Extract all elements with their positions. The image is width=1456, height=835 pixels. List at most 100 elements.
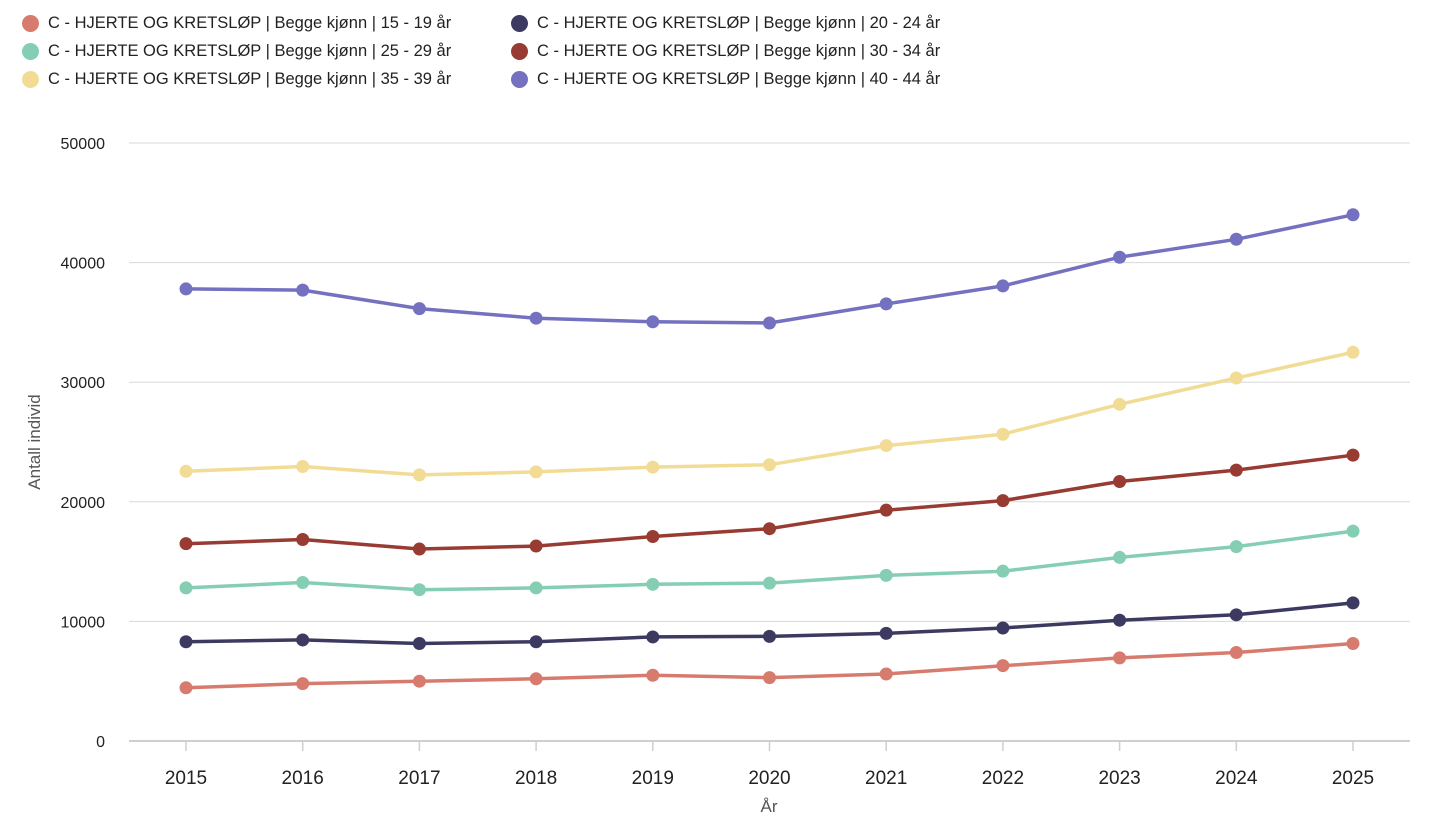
data-point[interactable] bbox=[996, 564, 1010, 578]
x-tick-label: 2016 bbox=[282, 768, 324, 789]
data-point[interactable] bbox=[412, 542, 426, 556]
data-point[interactable] bbox=[996, 494, 1010, 508]
data-point[interactable] bbox=[646, 577, 660, 591]
series-line bbox=[185, 213, 1354, 325]
data-point[interactable] bbox=[763, 576, 776, 590]
data-point[interactable] bbox=[296, 532, 310, 546]
legend-item[interactable]: C - HJERTE OG KRETSLØP | Begge kjønn | 2… bbox=[511, 14, 940, 33]
data-point[interactable] bbox=[1346, 637, 1360, 651]
legend-marker bbox=[511, 15, 528, 32]
data-point[interactable] bbox=[1113, 613, 1127, 627]
series-line bbox=[185, 350, 1354, 477]
x-tick-label: 2021 bbox=[865, 768, 907, 789]
y-tick-label: 50000 bbox=[61, 136, 106, 153]
legend-item[interactable]: C - HJERTE OG KRETSLØP | Begge kjønn | 3… bbox=[22, 70, 451, 89]
data-point[interactable] bbox=[879, 568, 893, 582]
data-point[interactable] bbox=[879, 667, 893, 681]
x-tick-label: 2017 bbox=[398, 768, 440, 789]
data-point[interactable] bbox=[412, 468, 426, 482]
x-tick-label: 2015 bbox=[165, 768, 207, 789]
data-point[interactable] bbox=[996, 279, 1010, 293]
data-point[interactable] bbox=[1346, 524, 1360, 538]
data-point[interactable] bbox=[646, 668, 660, 682]
data-point[interactable] bbox=[296, 677, 310, 691]
data-point[interactable] bbox=[1229, 540, 1243, 554]
data-point[interactable] bbox=[763, 458, 776, 472]
data-point[interactable] bbox=[412, 302, 426, 316]
gridlines bbox=[129, 142, 1410, 742]
data-point[interactable] bbox=[179, 464, 193, 478]
data-point[interactable] bbox=[529, 635, 543, 649]
series-lines bbox=[185, 213, 1354, 690]
x-axis-label: År bbox=[761, 797, 778, 816]
data-point[interactable] bbox=[879, 297, 893, 311]
data-point[interactable] bbox=[1346, 448, 1360, 462]
data-point[interactable] bbox=[179, 282, 193, 296]
data-point[interactable] bbox=[646, 460, 660, 474]
data-point[interactable] bbox=[1346, 596, 1360, 610]
legend-item[interactable]: C - HJERTE OG KRETSLØP | Begge kjønn | 2… bbox=[22, 42, 451, 61]
data-point[interactable] bbox=[529, 581, 543, 595]
data-point[interactable] bbox=[296, 283, 310, 297]
data-point[interactable] bbox=[1229, 645, 1243, 659]
y-tick-label: 10000 bbox=[61, 614, 106, 631]
legend-label: C - HJERTE OG KRETSLØP | Begge kjønn | 2… bbox=[537, 14, 941, 32]
x-axis-ticks: 2015 2016 2017 2018 2019 2020 2021 2022 2023 2024… bbox=[165, 741, 1374, 789]
x-tick-label: 2024 bbox=[1215, 768, 1258, 789]
data-point[interactable] bbox=[646, 630, 660, 644]
data-point[interactable] bbox=[1229, 371, 1243, 385]
legend-item[interactable]: C - HJERTE OG KRETSLØP | Begge kjønn | 3… bbox=[511, 42, 940, 61]
data-point[interactable] bbox=[179, 537, 193, 551]
data-point[interactable] bbox=[1229, 463, 1243, 477]
data-point[interactable] bbox=[529, 672, 543, 686]
data-point[interactable] bbox=[996, 659, 1010, 673]
legend-marker bbox=[511, 71, 528, 88]
data-point[interactable] bbox=[1113, 250, 1127, 264]
legend-marker bbox=[22, 71, 39, 88]
data-point[interactable] bbox=[529, 311, 543, 325]
legend-marker bbox=[22, 43, 39, 60]
data-point[interactable] bbox=[879, 626, 893, 640]
legend-label: C - HJERTE OG KRETSLØP | Begge kjønn | 1… bbox=[48, 14, 452, 32]
data-point[interactable] bbox=[879, 439, 893, 453]
data-point[interactable] bbox=[412, 674, 426, 688]
data-point[interactable] bbox=[296, 576, 310, 590]
data-point[interactable] bbox=[763, 629, 776, 643]
data-point[interactable] bbox=[1113, 474, 1127, 488]
x-tick-label: 2020 bbox=[748, 768, 790, 789]
data-point[interactable] bbox=[1346, 208, 1360, 222]
data-point[interactable] bbox=[1229, 232, 1243, 246]
data-point[interactable] bbox=[412, 583, 426, 597]
data-point[interactable] bbox=[179, 681, 193, 695]
data-point[interactable] bbox=[763, 671, 776, 685]
data-point[interactable] bbox=[529, 465, 543, 479]
legend-marker bbox=[22, 15, 39, 32]
y-axis-ticks: 0 10000 20000 30000 40000 50000 bbox=[61, 136, 106, 751]
y-tick-label: 30000 bbox=[61, 375, 106, 392]
data-point[interactable] bbox=[529, 539, 543, 553]
data-point[interactable] bbox=[996, 621, 1010, 635]
data-point[interactable] bbox=[646, 315, 660, 329]
data-point[interactable] bbox=[412, 637, 426, 651]
x-tick-label: 2019 bbox=[632, 768, 674, 789]
data-point[interactable] bbox=[763, 316, 776, 330]
data-point[interactable] bbox=[1113, 397, 1127, 411]
data-point[interactable] bbox=[1113, 651, 1127, 665]
data-point[interactable] bbox=[646, 529, 660, 543]
legend-item[interactable]: C - HJERTE OG KRETSLØP | Begge kjønn | 1… bbox=[22, 14, 451, 33]
data-point[interactable] bbox=[179, 581, 193, 595]
data-point[interactable] bbox=[1346, 345, 1360, 359]
data-point[interactable] bbox=[879, 503, 893, 517]
y-tick-label: 20000 bbox=[61, 495, 106, 512]
legend-item[interactable]: C - HJERTE OG KRETSLØP | Begge kjønn | 4… bbox=[511, 70, 940, 89]
legend-label: C - HJERTE OG KRETSLØP | Begge kjønn | 2… bbox=[48, 42, 452, 60]
y-axis-label: Antall individ bbox=[25, 394, 44, 489]
data-point[interactable] bbox=[996, 427, 1010, 441]
data-point[interactable] bbox=[296, 460, 310, 474]
data-point[interactable] bbox=[296, 633, 310, 647]
data-point[interactable] bbox=[1113, 550, 1127, 564]
data-point[interactable] bbox=[179, 635, 193, 649]
data-point[interactable] bbox=[1229, 608, 1243, 622]
data-point[interactable] bbox=[763, 522, 776, 536]
